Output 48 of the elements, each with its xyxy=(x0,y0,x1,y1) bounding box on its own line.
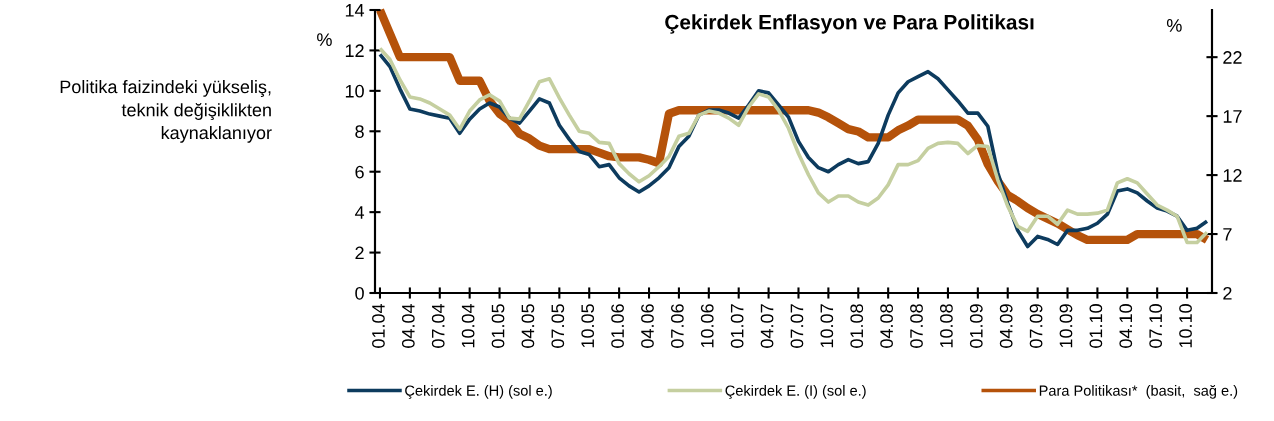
y2-tick-label: 2 xyxy=(1223,286,1232,300)
legend-label: Çekirdek E. (H) (sol e.) xyxy=(405,385,552,399)
x-tick-label: 04.07 xyxy=(760,304,774,348)
x-tick-label: 01.04 xyxy=(372,303,385,348)
legend-label: Para Politikası* (basit, sağ e.) xyxy=(1039,384,1238,399)
x-tick-label: 07.05 xyxy=(551,304,565,348)
y-tick-label: 4 xyxy=(354,206,365,219)
x-tick-label: 01.09 xyxy=(969,304,983,348)
y2-tick-label: 17 xyxy=(1223,110,1242,123)
y2-tick-label: 22 xyxy=(1223,51,1242,64)
x-tick-label: 07.10 xyxy=(1149,304,1163,348)
x-tick-label: 01.07 xyxy=(730,304,744,348)
y-tick-label: 12 xyxy=(345,44,364,57)
y-tick-label: 14 xyxy=(345,4,365,17)
x-tick-label: 10.04 xyxy=(461,303,475,348)
x-tick-label: 04.04 xyxy=(401,303,415,348)
x-tick-label: 10.07 xyxy=(820,304,834,348)
x-tick-label: 07.08 xyxy=(910,304,923,348)
y2-axis-title: % xyxy=(1166,19,1182,32)
x-tick-label: 10.09 xyxy=(1059,304,1073,348)
x-tick-label: 04.06 xyxy=(641,304,654,348)
y-axis-title: % xyxy=(317,33,332,46)
x-tick-label: 10.08 xyxy=(940,304,953,348)
x-tick-label: 07.06 xyxy=(670,304,684,348)
y-tick-label: 8 xyxy=(355,125,364,139)
x-tick-label: 10.05 xyxy=(581,304,595,348)
x-tick-label: 04.05 xyxy=(521,304,535,348)
legend-label: Çekirdek E. (I) (sol e.) xyxy=(725,385,866,399)
x-tick-label: 10.10 xyxy=(1179,304,1192,348)
x-tick-label: 04.08 xyxy=(880,304,894,348)
x-tick-label: 07.07 xyxy=(790,304,804,348)
y-tick-label: 6 xyxy=(355,165,364,179)
y2-tick-label: 12 xyxy=(1223,169,1242,182)
y-tick-label: 10 xyxy=(345,84,364,98)
y2-tick-label: 7 xyxy=(1223,228,1232,241)
text: Politika faizindeki yükseliş, teknik değişiklikten kaynaklanıyor xyxy=(60,80,272,143)
x-tick-label: 01.05 xyxy=(491,304,505,348)
y-tick-label: 0 xyxy=(355,286,364,300)
x-tick-label: 04.09 xyxy=(999,304,1013,348)
y-tick-label: 2 xyxy=(355,246,364,260)
x-tick-label: 10.06 xyxy=(700,304,714,348)
chart-title: Çekirdek Enflasyon ve Para Politikası xyxy=(665,14,1034,34)
x-tick-label: 01.08 xyxy=(850,304,864,348)
x-tick-label: 07.09 xyxy=(1029,304,1043,348)
x-tick-label: 01.10 xyxy=(1089,304,1103,348)
x-tick-label: 01.06 xyxy=(611,304,624,348)
x-tick-label: 04.10 xyxy=(1119,304,1133,348)
x-tick-label: 07.04 xyxy=(431,303,445,348)
